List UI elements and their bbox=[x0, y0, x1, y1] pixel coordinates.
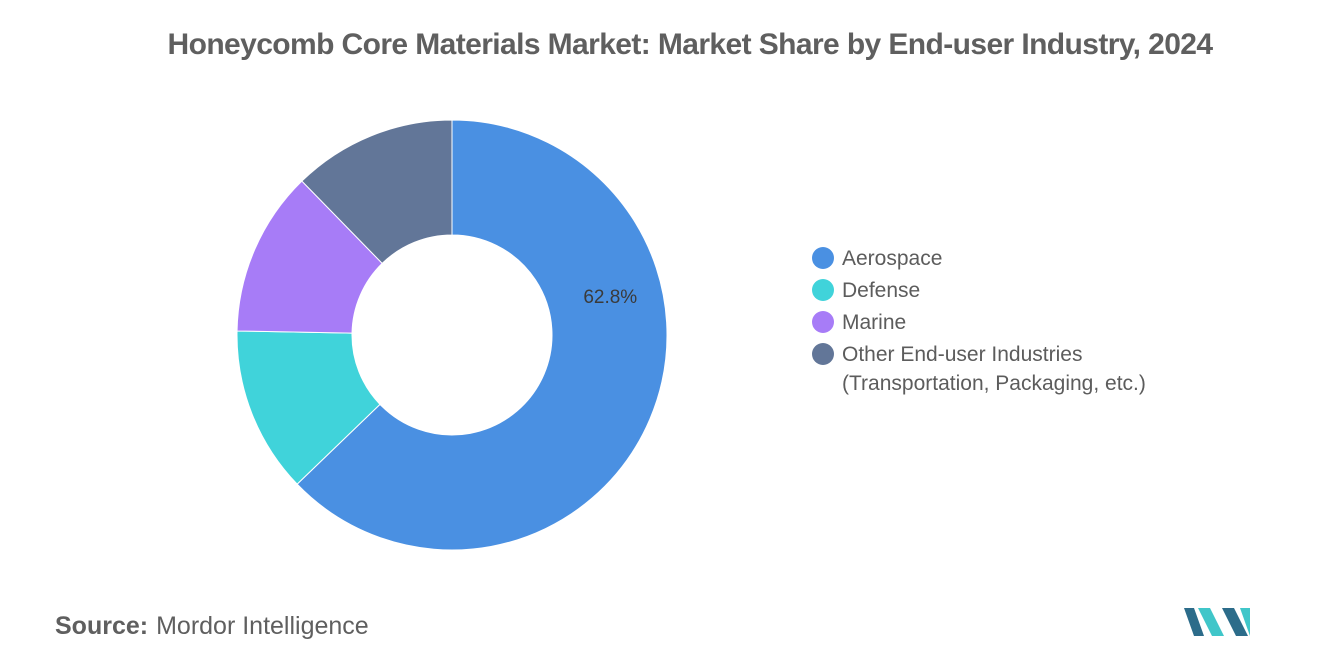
logo-shape-right bbox=[1222, 608, 1248, 636]
chart-legend: Aerospace Defense Marine Other End-user … bbox=[812, 244, 1232, 401]
legend-swatch-other bbox=[812, 343, 834, 365]
legend-swatch-marine bbox=[812, 311, 834, 333]
legend-item-aerospace[interactable]: Aerospace bbox=[812, 244, 1232, 273]
mordor-intelligence-logo-icon bbox=[1184, 608, 1250, 636]
chart-title: Honeycomb Core Materials Market: Market … bbox=[167, 28, 1214, 61]
data-label-aerospace: 62.8% bbox=[583, 287, 637, 308]
donut-slice-other[interactable] bbox=[301, 119, 453, 265]
logo-shape-left bbox=[1184, 608, 1204, 636]
legend-label-aerospace: Aerospace bbox=[842, 247, 943, 270]
source-label: Source: bbox=[55, 612, 149, 640]
legend-item-defense[interactable]: Defense bbox=[812, 276, 1232, 305]
legend-label-other: Other End-user Industries (Transportatio… bbox=[842, 343, 1146, 395]
legend-item-marine[interactable]: Marine bbox=[812, 308, 1232, 337]
source-text: Mordor Intelligence bbox=[156, 612, 369, 640]
legend-swatch-defense bbox=[812, 279, 834, 301]
legend-label-marine: Marine bbox=[842, 311, 907, 334]
logo-shape-right-accent bbox=[1240, 608, 1250, 636]
legend-label-defense: Defense bbox=[842, 279, 921, 302]
donut-slice-aerospace[interactable] bbox=[296, 119, 668, 551]
source-note: Source: Mordor Intelligence bbox=[55, 612, 369, 641]
logo-shape-center bbox=[1198, 608, 1224, 636]
legend-swatch-aerospace bbox=[812, 247, 834, 269]
legend-item-other[interactable]: Other End-user Industries (Transportatio… bbox=[812, 340, 1232, 398]
